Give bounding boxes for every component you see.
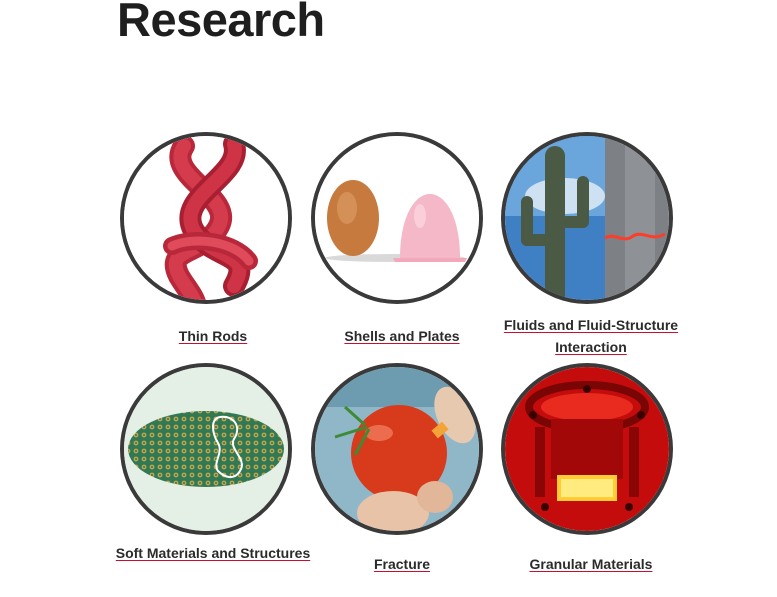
cactus-icon bbox=[505, 136, 669, 300]
fluids-link[interactable]: Fluids and Fluid-Structure Interaction bbox=[503, 317, 679, 355]
granular-materials-image[interactable] bbox=[501, 363, 673, 535]
egg-shell-icon bbox=[315, 136, 479, 300]
fracture-link[interactable]: Fracture bbox=[373, 556, 431, 572]
tomato-icon bbox=[315, 367, 479, 531]
fracture-image[interactable] bbox=[311, 363, 483, 535]
ellipsoid-pattern-icon bbox=[124, 367, 288, 531]
soft-materials-link[interactable]: Soft Materials and Structures bbox=[115, 545, 311, 561]
thin-rods-image[interactable] bbox=[120, 132, 292, 304]
granular-materials-link[interactable]: Granular Materials bbox=[529, 556, 653, 572]
granular-device-icon bbox=[505, 367, 669, 531]
research-item-fluids[interactable]: Fluids and Fluid-Structure Interaction bbox=[481, 314, 701, 358]
research-item-soft-materials[interactable]: Soft Materials and Structures bbox=[103, 542, 323, 564]
page-title: Research bbox=[117, 0, 325, 46]
rod-knot-icon bbox=[124, 136, 288, 300]
research-item-fracture[interactable]: Fracture bbox=[292, 553, 512, 575]
fluids-image[interactable] bbox=[501, 132, 673, 304]
soft-materials-image[interactable] bbox=[120, 363, 292, 535]
research-item-shells-and-plates[interactable]: Shells and Plates bbox=[292, 325, 512, 347]
shells-and-plates-link[interactable]: Shells and Plates bbox=[344, 328, 460, 344]
shells-and-plates-image[interactable] bbox=[311, 132, 483, 304]
research-item-thin-rods[interactable]: Thin Rods bbox=[103, 325, 323, 347]
thin-rods-link[interactable]: Thin Rods bbox=[178, 328, 248, 344]
research-item-granular-materials[interactable]: Granular Materials bbox=[481, 553, 701, 575]
